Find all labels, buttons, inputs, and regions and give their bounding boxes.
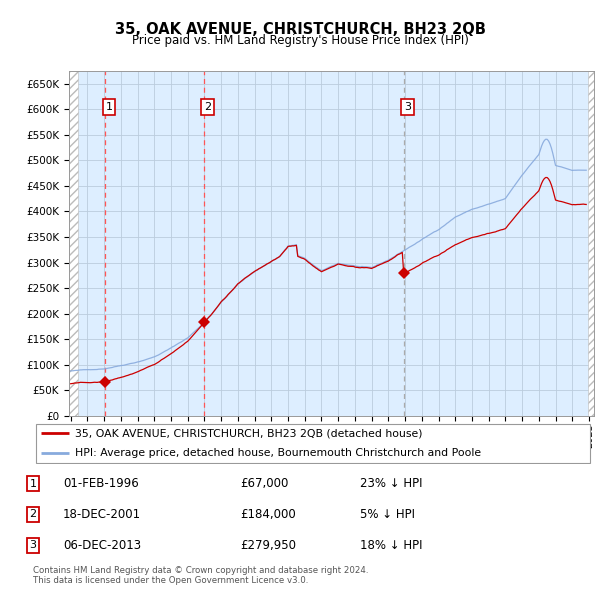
Text: £184,000: £184,000 [240, 508, 296, 521]
Text: 1: 1 [106, 102, 112, 112]
Text: 18% ↓ HPI: 18% ↓ HPI [360, 539, 422, 552]
Text: 23% ↓ HPI: 23% ↓ HPI [360, 477, 422, 490]
Text: 35, OAK AVENUE, CHRISTCHURCH, BH23 2QB (detached house): 35, OAK AVENUE, CHRISTCHURCH, BH23 2QB (… [75, 428, 422, 438]
Text: 5% ↓ HPI: 5% ↓ HPI [360, 508, 415, 521]
FancyBboxPatch shape [36, 424, 590, 463]
Text: £67,000: £67,000 [240, 477, 289, 490]
Text: 3: 3 [404, 102, 411, 112]
Text: 2: 2 [204, 102, 211, 112]
Text: 1: 1 [29, 479, 37, 489]
Text: Price paid vs. HM Land Registry's House Price Index (HPI): Price paid vs. HM Land Registry's House … [131, 34, 469, 47]
Text: 18-DEC-2001: 18-DEC-2001 [63, 508, 141, 521]
Text: 01-FEB-1996: 01-FEB-1996 [63, 477, 139, 490]
Text: 2: 2 [29, 510, 37, 519]
Text: 06-DEC-2013: 06-DEC-2013 [63, 539, 141, 552]
Text: £279,950: £279,950 [240, 539, 296, 552]
Text: Contains HM Land Registry data © Crown copyright and database right 2024.
This d: Contains HM Land Registry data © Crown c… [33, 566, 368, 585]
Text: HPI: Average price, detached house, Bournemouth Christchurch and Poole: HPI: Average price, detached house, Bour… [75, 448, 481, 458]
Text: 35, OAK AVENUE, CHRISTCHURCH, BH23 2QB: 35, OAK AVENUE, CHRISTCHURCH, BH23 2QB [115, 22, 485, 37]
Text: 3: 3 [29, 540, 37, 550]
